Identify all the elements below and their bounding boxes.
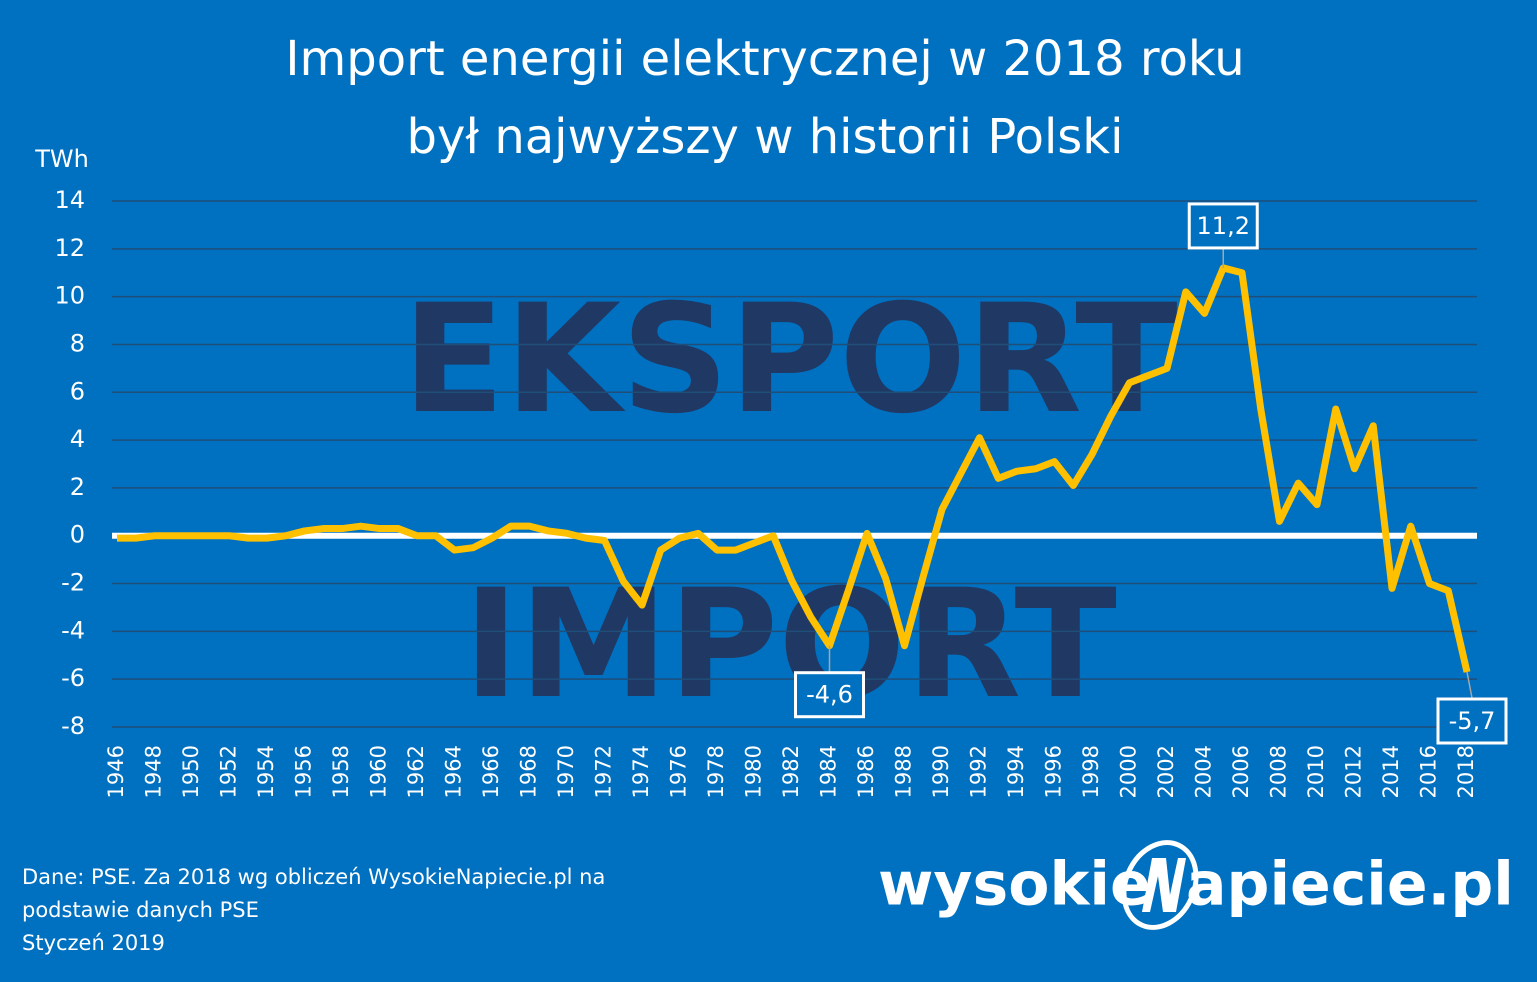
logo-text: apiecie.pl — [1186, 850, 1514, 920]
chart-title: Import energii elektrycznej w 2018 roku — [285, 31, 1244, 87]
x-tick-label: 1980 — [742, 745, 766, 798]
x-tick-label: 1950 — [179, 745, 203, 798]
x-tick-label: 2016 — [1417, 745, 1441, 798]
x-tick-label: 1982 — [779, 745, 803, 798]
y-tick-label: 6 — [70, 377, 85, 405]
y-tick-label: -2 — [61, 569, 85, 597]
source: podstawie danych PSE — [22, 898, 259, 922]
y-tick-label: 8 — [70, 329, 85, 357]
label-box — [1436, 697, 1508, 745]
y-tick-label: 4 — [70, 425, 85, 453]
x-tick-label: 2004 — [1192, 745, 1216, 798]
leader-line — [1466, 671, 1473, 699]
data-label: -4,6 — [806, 681, 853, 709]
x-tick-label: 2018 — [1454, 745, 1478, 798]
plot: EKSPORT IMPORT -8 -6 -4 -2 0 2 4 6 8 10 12 14 1946 1948… — [54, 186, 1508, 798]
x-tick-label: 1976 — [667, 745, 691, 798]
data-line — [117, 264, 1471, 673]
x-tick-label: 1994 — [1004, 745, 1028, 798]
x-tick-label: 1952 — [217, 745, 241, 798]
x-tick-label: 2006 — [1229, 745, 1253, 798]
y-tick-label: 12 — [54, 234, 85, 262]
x-tick-label: 1956 — [292, 745, 316, 798]
x-tick-label: 1990 — [929, 745, 953, 798]
label-box — [1187, 202, 1259, 250]
x-tick-label: 1960 — [367, 745, 391, 798]
x-tick-label: 2012 — [1342, 745, 1366, 798]
x-tick-label: 2002 — [1154, 745, 1178, 798]
chart-title: był najwyższy w historii Polski — [407, 109, 1124, 165]
y-tick-label: -4 — [61, 616, 85, 644]
data-label: -5,7 — [1449, 707, 1496, 735]
y-tick-label: 10 — [54, 282, 85, 310]
y-tick-label: -6 — [61, 664, 85, 692]
x-tick-label: 1992 — [967, 745, 991, 798]
x-tick-label: 1958 — [329, 745, 353, 798]
x-tick-label: 1998 — [1079, 745, 1103, 798]
data-label: 11,2 — [1197, 212, 1250, 240]
y-tick-label: -8 — [61, 712, 85, 740]
x-tick-label: 1978 — [704, 745, 728, 798]
x-tick-label: 2000 — [1117, 745, 1141, 798]
x-tick-label: 1972 — [592, 745, 616, 798]
y-tick-label: 2 — [70, 473, 85, 501]
x-tick-label: 1948 — [142, 745, 166, 798]
x-tick-label: 1964 — [442, 745, 466, 798]
source: Styczeń 2019 — [22, 931, 165, 955]
x-tick-label: 2014 — [1379, 745, 1403, 798]
y-axis-label: TWh — [34, 145, 89, 173]
logo-icon — [1121, 840, 1199, 930]
x-tick-label: 1966 — [479, 745, 503, 798]
x-tick-label: 1946 — [104, 745, 128, 798]
watermark: EKSPORT — [402, 273, 1177, 447]
x-tick-label: 1988 — [892, 745, 916, 798]
x-tick-label: 1984 — [817, 745, 841, 798]
x-tick-label: 1954 — [254, 745, 278, 798]
y-tick-label: 0 — [70, 521, 85, 549]
watermark: IMPORT — [463, 558, 1117, 732]
x-tick-label: 1996 — [1042, 745, 1066, 798]
x-tick-label: 1974 — [629, 745, 653, 798]
logo-text: wysokie — [878, 850, 1151, 920]
x-tick-label: 1962 — [404, 745, 428, 798]
x-tick-label: 2010 — [1304, 745, 1328, 798]
label-box — [794, 671, 865, 719]
x-tick-label: 1970 — [554, 745, 578, 798]
x-tick-label: 1986 — [854, 745, 878, 798]
source: Dane: PSE. Za 2018 wg obliczeń WysokieNa… — [22, 865, 605, 889]
x-tick-label: 1968 — [517, 745, 541, 798]
y-tick-label: 14 — [54, 186, 85, 214]
x-tick-label: 2008 — [1267, 745, 1291, 798]
